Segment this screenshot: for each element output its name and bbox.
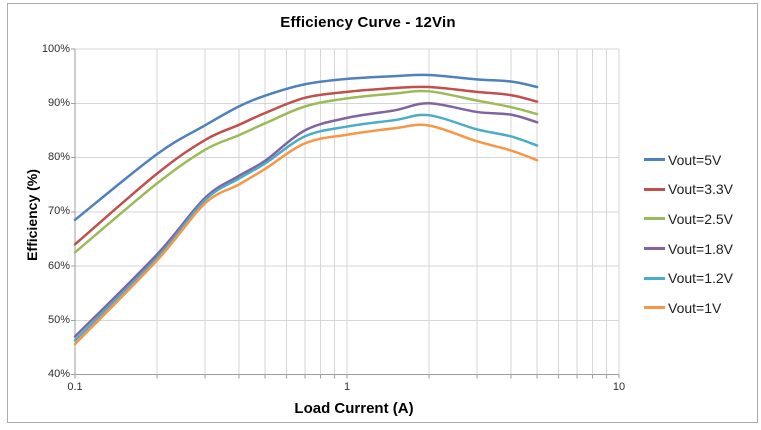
legend-line-swatch — [644, 217, 665, 221]
legend-label: Vout=1V — [668, 299, 722, 316]
legend-entry: Vout=5V — [644, 145, 733, 175]
legend-label: Vout=5V — [668, 151, 722, 168]
y-tick-label: 80% — [47, 151, 70, 163]
y-tick-label: 60% — [47, 259, 70, 272]
legend-line-swatch — [644, 187, 665, 191]
legend-label: Vout=3.3V — [668, 181, 734, 198]
series-line — [73, 113, 539, 342]
x-tick-label: 0.1 — [67, 380, 83, 393]
x-tick-label: 10 — [612, 380, 626, 393]
chart-title: Efficiency Curve - 12Vin — [280, 14, 456, 31]
legend-line-swatch — [644, 306, 665, 310]
series-line — [73, 101, 539, 338]
y-tick-label: 100% — [41, 42, 70, 55]
legend-line-swatch — [644, 158, 665, 162]
y-tick-label: 70% — [47, 205, 70, 218]
legend-entry: Vout=1V — [644, 293, 733, 323]
series-line — [73, 89, 539, 254]
series-line — [73, 123, 539, 346]
chart-frame: Efficiency Curve - 12Vin Load Current (A… — [7, 3, 758, 423]
legend-entry: Vout=1.2V — [644, 263, 733, 293]
plot-area — [71, 48, 620, 379]
y-tick-label: 50% — [47, 313, 70, 326]
legend-line-swatch — [644, 247, 665, 251]
series-line — [73, 85, 539, 246]
y-tick-label: 40% — [47, 368, 70, 380]
legend-label: Vout=2.5V — [668, 210, 734, 227]
x-axis-title: Load Current (A) — [294, 400, 414, 417]
legend-entry: Vout=3.3V — [644, 175, 733, 205]
legend: Vout=5V Vout=3.3V Vout=2.5V Vout=1.8V Vout=1… — [644, 145, 733, 323]
legend-entry: Vout=1.8V — [644, 234, 733, 264]
series-line — [73, 73, 539, 222]
legend-line-swatch — [644, 276, 665, 280]
legend-label: Vout=1.8V — [668, 240, 734, 257]
legend-label: Vout=1.2V — [668, 270, 734, 287]
y-tick-label: 90% — [47, 96, 70, 109]
legend-entry: Vout=2.5V — [644, 204, 733, 234]
x-tick-label: 1 — [343, 380, 351, 393]
